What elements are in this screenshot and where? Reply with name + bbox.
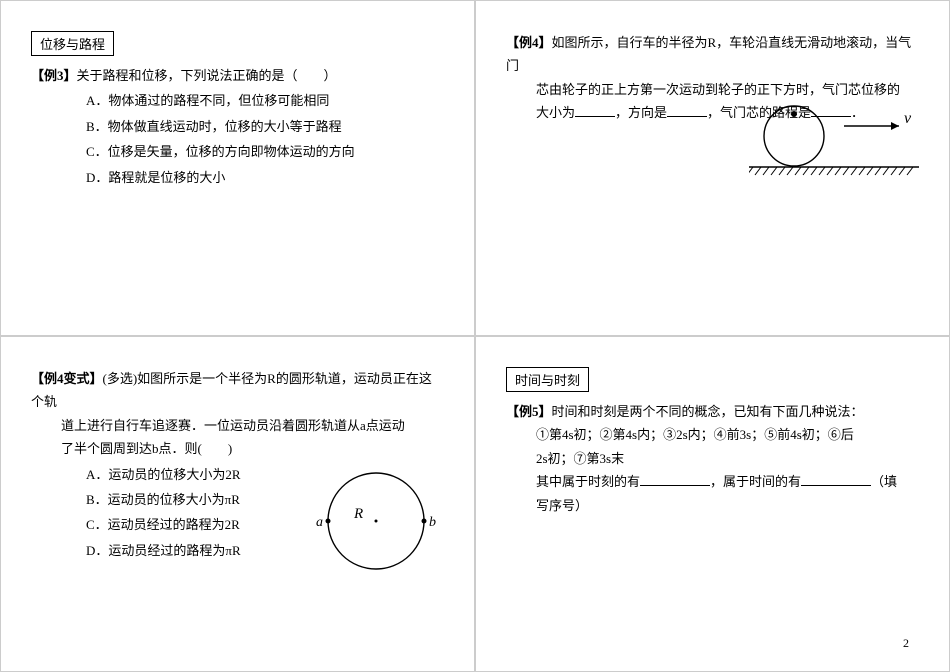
option-a: A．物体通过的路程不同，但位移可能相同 xyxy=(31,89,444,112)
text-size-is: 大小为 xyxy=(536,105,575,120)
problem-4-label: 【例4】 xyxy=(506,35,552,50)
point-b-dot xyxy=(422,518,427,523)
ground-hatch xyxy=(749,167,913,175)
panel-top-right: 【例4】如图所示，自行车的半径为R，车轮沿直线无滑动地滚动，当气门 芯由轮子的正… xyxy=(475,0,950,336)
blank-1 xyxy=(575,104,615,117)
panel-top-left: 位移与路程 【例3】关于路程和位移，下列说法正确的是（ ） A．物体通过的路程不… xyxy=(0,0,475,336)
point-a-dot xyxy=(326,518,331,523)
problem-5-answer-line2: 写序号） xyxy=(506,494,919,517)
wheel-svg: v xyxy=(749,91,919,181)
figure-wheel: v xyxy=(749,91,919,185)
valve-dot xyxy=(791,111,797,117)
problem-4v-stem-l3: 了半个圆周到达b点．则( ) xyxy=(31,437,444,460)
label-b: b xyxy=(429,515,436,530)
option-b: B．运动员的位移大小为πR xyxy=(31,488,284,511)
label-r: R xyxy=(353,506,363,522)
blank-moment xyxy=(640,473,710,486)
problem-3-label: 【例3】 xyxy=(31,68,77,83)
center-dot xyxy=(375,519,378,522)
velocity-arrow-head xyxy=(891,122,899,130)
problem-5-stem-l3: 2s初；⑦第3s末 xyxy=(506,447,919,470)
page-number: 2 xyxy=(903,636,909,651)
problem-3-stem: 关于路程和位移，下列说法正确的是（ ） xyxy=(77,68,337,83)
problem-4v-label: 【例4变式】 xyxy=(31,371,103,386)
problem-5: 【例5】时间和时刻是两个不同的概念，已知有下面几种说法： ①第4s初；②第4s内… xyxy=(506,400,919,517)
option-c: C．位移是矢量，位移的方向即物体运动的方向 xyxy=(31,140,444,163)
blank-2 xyxy=(667,104,707,117)
option-b: B．物体做直线运动时，位移的大小等于路程 xyxy=(31,115,444,138)
text-time-has: ，属于时间的有 xyxy=(710,474,801,489)
problem-5-answer-line: 其中属于时刻的有 ，属于时间的有 （填 xyxy=(506,470,919,493)
panel-bottom-right: 时间与时刻 【例5】时间和时刻是两个不同的概念，已知有下面几种说法： ①第4s初… xyxy=(475,336,950,672)
text-direction-is: ，方向是 xyxy=(615,105,667,120)
option-d: D．路程就是位移的大小 xyxy=(31,166,444,189)
problem-3: 【例3】关于路程和位移，下列说法正确的是（ ） A．物体通过的路程不同，但位移可… xyxy=(31,64,444,189)
problem-4v: 【例4变式】(多选)如图所示是一个半径为R的圆形轨道，运动员正在这个轨 道上进行… xyxy=(31,367,444,588)
text-fill: （填 xyxy=(871,474,897,489)
text-moment-has: 其中属于时刻的有 xyxy=(536,474,640,489)
figure-circle-track: a b R xyxy=(304,461,444,588)
option-d: D．运动员经过的路程为πR xyxy=(31,539,284,562)
problem-5-label: 【例5】 xyxy=(506,404,552,419)
option-c: C．运动员经过的路程为2R xyxy=(31,513,284,536)
section-title-displacement: 位移与路程 xyxy=(31,31,114,56)
problem-5-stem-l1: 时间和时刻是两个不同的概念，已知有下面几种说法： xyxy=(552,404,864,419)
label-a: a xyxy=(316,515,323,530)
option-a: A．运动员的位移大小为2R xyxy=(31,463,284,486)
velocity-label: v xyxy=(904,110,912,127)
problem-4-stem-l1: 如图所示，自行车的半径为R，车轮沿直线无滑动地滚动，当气门 xyxy=(506,35,911,73)
panel-bottom-left: 【例4变式】(多选)如图所示是一个半径为R的圆形轨道，运动员正在这个轨 道上进行… xyxy=(0,336,475,672)
section-title-time: 时间与时刻 xyxy=(506,367,589,392)
problem-5-stem-l2: ①第4s初；②第4s内；③2s内；④前3s；⑤前4s初；⑥后 xyxy=(506,423,919,446)
circle-track-svg: a b R xyxy=(304,461,444,581)
blank-time xyxy=(801,473,871,486)
problem-4v-stem-l2: 道上进行自行车追逐赛．一位运动员沿着圆形轨道从a点运动 xyxy=(31,414,444,437)
